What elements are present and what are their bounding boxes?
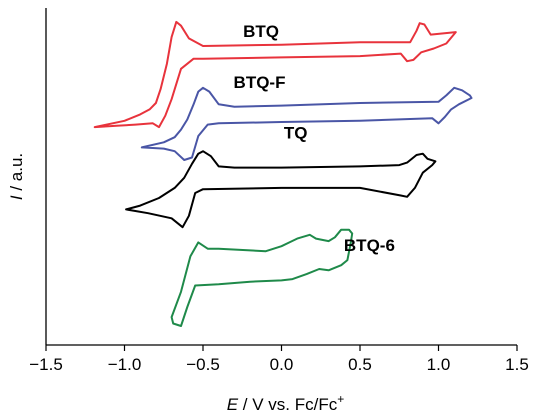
cv-curve-btq-6 bbox=[170, 228, 354, 327]
x-tick-label: 1.0 bbox=[427, 355, 451, 374]
series-label-btq-f: BTQ-F bbox=[234, 73, 286, 92]
x-tick-label: −1.5 bbox=[29, 355, 63, 374]
curves-layer bbox=[93, 20, 473, 327]
series-label-btq-6: BTQ-6 bbox=[344, 236, 395, 255]
series-label-btq: BTQ bbox=[243, 22, 279, 41]
x-tick-label: 0.5 bbox=[348, 355, 372, 374]
x-axis-label-text: / V vs. Fc/Fc bbox=[238, 395, 338, 414]
cv-curve-btq bbox=[93, 20, 457, 129]
x-axis-label-superscript: + bbox=[337, 392, 344, 406]
y-axis-label-text: / a.u. bbox=[7, 153, 26, 196]
cv-curve-tq bbox=[125, 150, 437, 229]
x-axis-label: E / V vs. Fc/Fc+ bbox=[227, 392, 345, 414]
x-tick-label: −1.0 bbox=[108, 355, 142, 374]
x-axis-ticks: −1.5 −1.0 −0.5 0.0 0.5 1.0 1.5 bbox=[29, 345, 529, 374]
series-labels: BTQ BTQ-F TQ BTQ-6 bbox=[234, 22, 395, 255]
x-axis-label-symbol: E bbox=[227, 395, 239, 414]
y-axis-label: I / a.u. bbox=[7, 153, 26, 200]
cv-curve-btq-f bbox=[140, 86, 473, 161]
x-tick-label: 0.0 bbox=[270, 355, 294, 374]
y-axis-label-symbol: I bbox=[7, 195, 26, 200]
series-label-tq: TQ bbox=[284, 123, 308, 142]
x-tick-label: −0.5 bbox=[186, 355, 220, 374]
x-tick-label: 1.5 bbox=[505, 355, 529, 374]
